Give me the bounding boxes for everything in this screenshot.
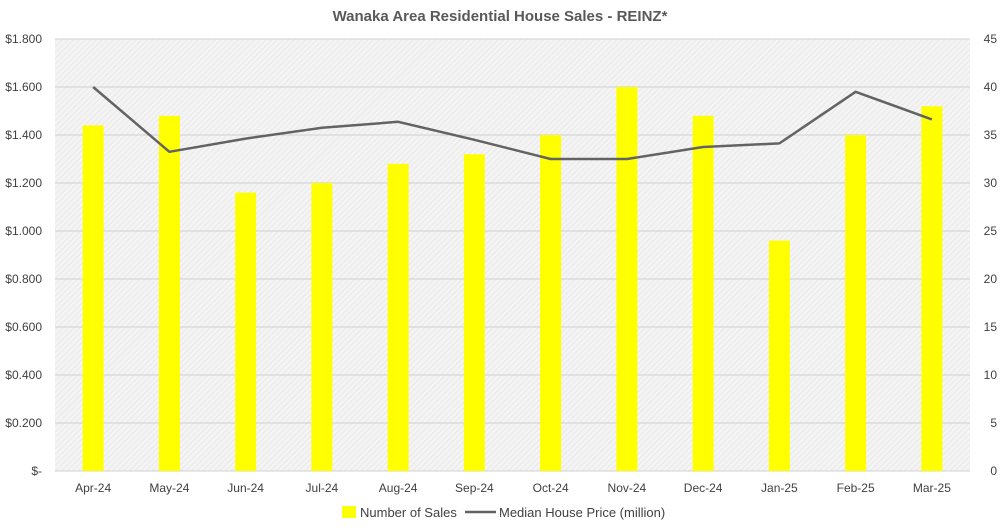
left-axis-tick-label: $- bbox=[31, 464, 42, 478]
x-axis-tick-label: Jul-24 bbox=[306, 481, 339, 495]
right-axis-tick-label: 20 bbox=[984, 272, 998, 286]
left-axis-tick-label: $1.400 bbox=[5, 128, 42, 142]
x-axis-tick-label: Mar-25 bbox=[913, 481, 951, 495]
bar bbox=[235, 192, 257, 471]
left-axis-tick-label: $0.600 bbox=[5, 320, 42, 334]
legend: Number of Sales Median House Price (mill… bbox=[342, 505, 665, 520]
x-axis-tick-label: Aug-24 bbox=[379, 481, 418, 495]
x-axis-tick-label: Jun-24 bbox=[227, 481, 264, 495]
right-axis-ticks: 0 5 10 15 20 25 30 35 40 45 bbox=[984, 32, 998, 478]
x-axis-tick-label: Nov-24 bbox=[608, 481, 647, 495]
plot-area bbox=[55, 39, 970, 471]
bar bbox=[692, 115, 714, 472]
left-axis-tick-label: $0.800 bbox=[5, 272, 42, 286]
left-axis-tick-label: $1.200 bbox=[5, 176, 42, 190]
bar-series bbox=[82, 87, 943, 472]
right-axis-tick-label: 40 bbox=[984, 80, 998, 94]
left-axis-tick-label: $0.400 bbox=[5, 368, 42, 382]
x-axis-tick-label: Dec-24 bbox=[684, 481, 723, 495]
chart-title: Wanaka Area Residential House Sales - RE… bbox=[333, 8, 668, 25]
x-axis-tick-label: Oct-24 bbox=[533, 481, 569, 495]
bar bbox=[540, 135, 562, 471]
x-axis-tick-label: Feb-25 bbox=[837, 481, 875, 495]
bar bbox=[387, 163, 409, 472]
bar bbox=[616, 87, 638, 471]
left-axis-tick-label: $1.800 bbox=[5, 32, 42, 46]
bar bbox=[311, 183, 333, 471]
bar bbox=[158, 115, 180, 472]
legend-label-bars: Number of Sales bbox=[360, 505, 457, 520]
legend-label-line: Median House Price (million) bbox=[499, 505, 665, 520]
gridlines bbox=[55, 38, 970, 472]
left-axis-tick-label: $0.200 bbox=[5, 416, 42, 430]
line-series bbox=[92, 86, 933, 161]
right-axis-tick-label: 15 bbox=[984, 320, 998, 334]
x-axis-tick-label: May-24 bbox=[149, 481, 189, 495]
right-axis-tick-label: 45 bbox=[984, 32, 998, 46]
bar bbox=[463, 154, 485, 471]
legend-swatch-bars bbox=[342, 506, 356, 518]
right-axis-tick-label: 0 bbox=[990, 464, 997, 478]
median-price-line bbox=[92, 86, 933, 161]
bar bbox=[845, 135, 867, 471]
left-axis-tick-label: $1.000 bbox=[5, 224, 42, 238]
right-axis-tick-label: 30 bbox=[984, 176, 998, 190]
right-axis-tick-label: 10 bbox=[984, 368, 998, 382]
bar bbox=[921, 106, 943, 471]
bar bbox=[82, 125, 104, 472]
right-axis-tick-label: 35 bbox=[984, 128, 998, 142]
x-axis-tick-label: Jan-25 bbox=[761, 481, 798, 495]
right-axis-tick-label: 25 bbox=[984, 224, 998, 238]
left-axis-tick-label: $1.600 bbox=[5, 80, 42, 94]
right-axis-tick-label: 5 bbox=[990, 416, 997, 430]
x-axis-tick-label: Apr-24 bbox=[75, 481, 111, 495]
x-axis-ticks: Apr-24 May-24 Jun-24 Jul-24 Aug-24 Sep-24 Oct-… bbox=[75, 481, 951, 495]
x-axis-tick-label: Sep-24 bbox=[455, 481, 494, 495]
left-axis-ticks: $- $0.200 $0.400 $0.600 $0.800 $1.000 $1.200 $1… bbox=[5, 32, 42, 478]
bar bbox=[768, 240, 790, 471]
